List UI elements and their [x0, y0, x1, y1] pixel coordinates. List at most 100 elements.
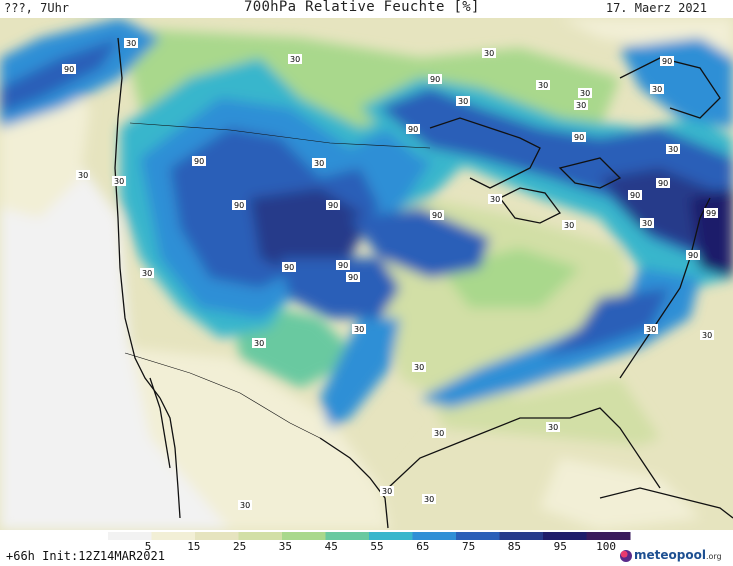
contour-label: 30	[536, 80, 550, 90]
svg-text:30: 30	[564, 221, 574, 230]
contour-label: 30	[422, 494, 436, 504]
color-scale-swatch	[282, 532, 326, 540]
contour-label: 30	[380, 486, 394, 496]
svg-text:90: 90	[630, 191, 640, 200]
contour-label: 30	[312, 158, 326, 168]
svg-text:30: 30	[646, 325, 656, 334]
color-scale-label: 25	[233, 540, 247, 553]
color-scale-label: 5	[144, 540, 152, 553]
contour-label: 30	[76, 170, 90, 180]
humidity-map: 90 90 90 90 90 90 90 90 90 90 90 90 90 9…	[0, 18, 733, 530]
color-scale-swatch	[151, 532, 196, 540]
svg-text:90: 90	[688, 251, 698, 260]
color-scale-swatch	[238, 532, 283, 540]
svg-text:90: 90	[234, 201, 244, 210]
svg-text:30: 30	[538, 81, 548, 90]
color-scale-swatch	[412, 532, 457, 540]
color-scale-label: 55	[370, 540, 384, 553]
svg-text:90: 90	[284, 263, 294, 272]
contour-label: 90	[326, 200, 340, 210]
contour-label: 90	[62, 64, 76, 74]
color-scale-label: 65	[416, 540, 430, 553]
svg-text:30: 30	[254, 339, 264, 348]
contour-label: 30	[288, 54, 302, 64]
color-scale-swatch	[499, 532, 544, 540]
contour-label: 90	[232, 200, 246, 210]
svg-text:30: 30	[490, 195, 500, 204]
svg-text:30: 30	[484, 49, 494, 58]
map-footer: 5 15 25 35 45 55 65 75 85 95 100 +66h Init:12Z14MA…	[0, 530, 733, 566]
contour-label: 90	[192, 156, 206, 166]
contour-label: 30	[412, 362, 426, 372]
svg-text:30: 30	[142, 269, 152, 278]
svg-text:30: 30	[576, 101, 586, 110]
contour-label: 30	[700, 330, 714, 340]
svg-text:90: 90	[574, 133, 584, 142]
map-header: ???, 7Uhr 700hPa Relative Feuchte [%] 17…	[0, 0, 733, 18]
svg-text:90: 90	[408, 125, 418, 134]
svg-text:90: 90	[64, 65, 74, 74]
svg-text:30: 30	[424, 495, 434, 504]
color-scale-label: 85	[507, 540, 522, 553]
contour-label: 30	[650, 84, 664, 94]
contour-label: 90	[572, 132, 586, 142]
svg-text:90: 90	[432, 211, 442, 220]
svg-text:30: 30	[458, 97, 468, 106]
svg-text:30: 30	[702, 331, 712, 340]
contour-label: 30	[252, 338, 266, 348]
brand-logo[interactable]: meteopool.org	[634, 548, 722, 562]
color-scale	[108, 532, 631, 540]
color-scale-swatch	[456, 532, 500, 540]
svg-text:30: 30	[382, 487, 392, 496]
svg-text:30: 30	[642, 219, 652, 228]
svg-text:30: 30	[240, 501, 250, 510]
contour-label: 30	[666, 144, 680, 154]
color-scale-label: 75	[462, 540, 476, 553]
color-scale-label: 95	[553, 540, 567, 553]
contour-label: 30	[482, 48, 496, 58]
contour-label: 90	[346, 272, 360, 282]
svg-text:30: 30	[414, 363, 424, 372]
svg-text:30: 30	[78, 171, 88, 180]
color-scale-label: 100	[596, 540, 616, 553]
contour-label: 90	[282, 262, 296, 272]
contour-label: 90	[430, 210, 444, 220]
svg-text:30: 30	[314, 159, 324, 168]
contour-label: 30	[546, 422, 560, 432]
svg-text:30: 30	[668, 145, 678, 154]
contour-label: 30	[432, 428, 446, 438]
coastlines	[114, 37, 733, 529]
color-scale-label: 15	[187, 540, 201, 553]
contour-label: 30	[488, 194, 502, 204]
contour-label: 30	[238, 500, 252, 510]
contour-label: 30	[112, 176, 126, 186]
contour-label: 90	[428, 74, 442, 84]
map-title: 700hPa Relative Feuchte [%]	[244, 0, 480, 15]
borders	[124, 122, 431, 439]
svg-text:30: 30	[290, 55, 300, 64]
contour-labels: 90 90 90 90 90 90 90 90 90 90 90 90 90 9…	[62, 38, 718, 510]
contour-label: 30	[456, 96, 470, 106]
svg-text:30: 30	[580, 89, 590, 98]
contour-label: 90	[686, 250, 700, 260]
contour-label: 30	[578, 88, 592, 98]
svg-text:30: 30	[652, 85, 662, 94]
svg-text:90: 90	[658, 179, 668, 188]
svg-text:90: 90	[338, 261, 348, 270]
svg-text:99: 99	[706, 209, 716, 218]
contour-label: 30	[124, 38, 138, 48]
model-run-info: +66h Init:12Z14MAR2021	[6, 549, 165, 563]
svg-text:90: 90	[328, 201, 338, 210]
svg-text:30: 30	[354, 325, 364, 334]
color-scale-swatch	[543, 532, 587, 540]
svg-text:90: 90	[430, 75, 440, 84]
contour-label: 30	[640, 218, 654, 228]
color-scale-swatch	[325, 532, 370, 540]
contour-label: 30	[140, 268, 154, 278]
svg-text:30: 30	[548, 423, 558, 432]
contour-label: 30	[574, 100, 588, 110]
valid-date: 17. Maerz 2021	[605, 1, 707, 15]
svg-text:30: 30	[126, 39, 136, 48]
color-scale-swatch	[195, 532, 239, 540]
svg-text:30: 30	[114, 177, 124, 186]
